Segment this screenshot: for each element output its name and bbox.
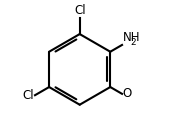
Text: Cl: Cl — [23, 89, 34, 102]
Text: O: O — [122, 87, 132, 100]
Text: NH: NH — [123, 31, 140, 44]
Text: 2: 2 — [130, 38, 136, 47]
Text: Cl: Cl — [74, 4, 85, 17]
